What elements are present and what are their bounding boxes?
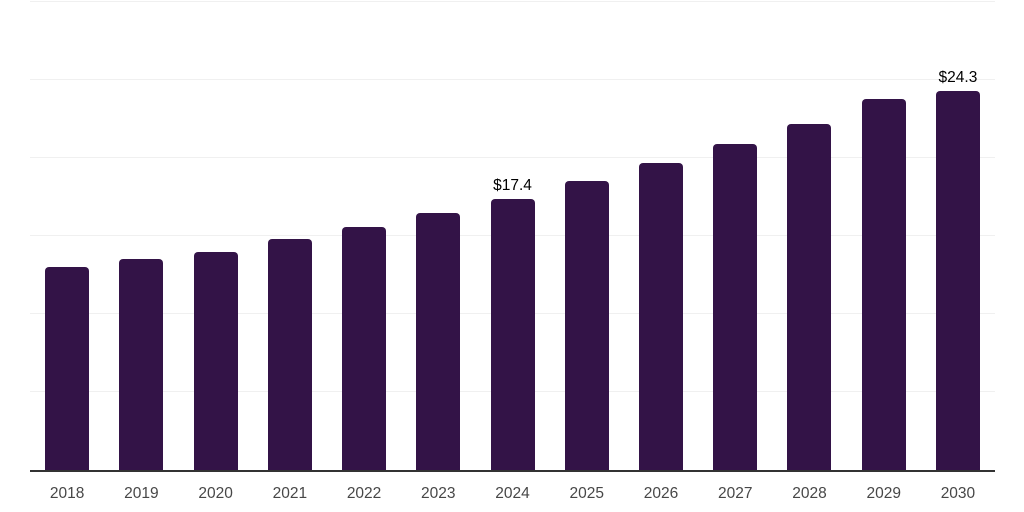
bar-slot-2024: $17.4 xyxy=(475,2,549,470)
bar-2020 xyxy=(193,251,238,470)
bar-slot-2020 xyxy=(178,2,252,470)
x-tick-label-2018: 2018 xyxy=(49,485,85,502)
bar-2025 xyxy=(564,181,609,470)
bar-slot-2021 xyxy=(253,2,327,470)
bar-2024: $17.4 xyxy=(490,177,535,470)
bar-slot-2023 xyxy=(401,2,475,470)
bar-slot-2026 xyxy=(624,2,698,470)
bar-slot-2028 xyxy=(772,2,846,470)
plot-area: $17.4 $24.3 xyxy=(30,1,995,472)
bar-2019 xyxy=(119,259,164,470)
x-tick-label-2029: 2029 xyxy=(866,485,901,502)
bar-slot-2018 xyxy=(30,2,104,470)
bar-2022 xyxy=(342,226,387,470)
bar-2030: $24.3 xyxy=(935,69,980,470)
x-axis-tick-row: 2018 2019 2020 2021 2022 2023 2024 2025 2026 2027… xyxy=(30,485,995,503)
gridline-25 xyxy=(30,79,995,80)
bar-slot-2030: $24.3 xyxy=(921,2,995,470)
value-label-2024: $17.4 xyxy=(493,176,532,194)
x-tick-label-2023: 2023 xyxy=(421,485,456,502)
bar-2027 xyxy=(713,143,758,470)
x-tick-label-2030: 2030 xyxy=(940,485,976,502)
gridline-30 xyxy=(30,1,995,2)
x-tick-label-2022: 2022 xyxy=(346,485,382,502)
bar-slot-2027 xyxy=(698,2,772,470)
bar-2021 xyxy=(267,239,312,470)
bar-slot-2019 xyxy=(104,2,178,470)
bars-row: $17.4 $24.3 xyxy=(30,2,995,470)
x-tick-label-2021: 2021 xyxy=(272,485,308,502)
value-label-2030: $24.3 xyxy=(938,68,978,86)
x-tick-label-2026: 2026 xyxy=(643,485,679,502)
x-tick-label-2024: 2024 xyxy=(495,485,530,502)
gridline-20 xyxy=(30,157,995,158)
x-tick-label-2019: 2019 xyxy=(124,485,159,502)
bar-slot-2025 xyxy=(550,2,624,470)
bar-slot-2029 xyxy=(847,2,921,470)
x-tick-label-2028: 2028 xyxy=(792,485,827,502)
bar-2028 xyxy=(787,123,832,470)
bar-2026 xyxy=(638,162,683,470)
bar-2029 xyxy=(861,98,906,470)
x-tick-label-2020: 2020 xyxy=(198,485,233,502)
x-tick-label-2027: 2027 xyxy=(717,485,753,502)
bar-2018 xyxy=(45,267,90,470)
bar-slot-2022 xyxy=(327,2,401,470)
x-tick-label-2025: 2025 xyxy=(569,485,604,502)
bar-2023 xyxy=(416,212,461,470)
